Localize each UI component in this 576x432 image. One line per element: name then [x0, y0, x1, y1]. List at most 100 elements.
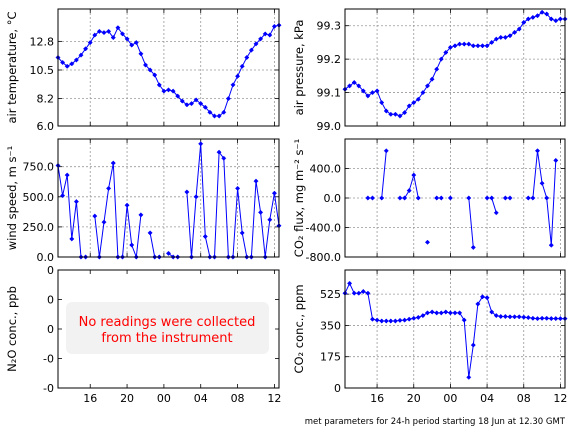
data-point — [179, 98, 185, 104]
data-point — [221, 109, 227, 115]
data-point — [489, 195, 495, 201]
data-point — [170, 88, 176, 94]
data-point — [161, 88, 167, 94]
data-point — [225, 96, 231, 102]
data-point — [521, 19, 527, 25]
x-tick-label: 00 — [157, 392, 171, 405]
data-point — [365, 290, 371, 296]
data-point — [253, 41, 259, 47]
x-tick-label: 16 — [370, 392, 384, 405]
data-point — [521, 314, 527, 320]
data-point — [544, 315, 550, 321]
data-point — [184, 102, 190, 108]
data-point — [379, 100, 385, 106]
data-point — [198, 101, 204, 107]
data-point — [73, 199, 79, 205]
x-tick-label: 20 — [407, 392, 421, 405]
data-point — [365, 195, 371, 201]
data-point — [83, 46, 89, 52]
data-point — [96, 28, 102, 34]
y-tick-label: 99.1 — [317, 87, 342, 100]
x-tick-label: 08 — [517, 392, 531, 405]
data-point — [383, 108, 389, 114]
y-tick-label: 0 — [47, 323, 54, 336]
data-point — [133, 40, 139, 46]
data-point — [356, 83, 362, 89]
data-point — [258, 209, 264, 215]
data-point — [175, 93, 181, 99]
data-point — [420, 90, 426, 96]
y-axis-label: CO₂ conc., ppm — [292, 284, 306, 373]
x-tick-label: 08 — [231, 392, 245, 405]
y-tick-label: 10.5 — [30, 64, 55, 77]
data-point — [267, 32, 273, 38]
data-point — [397, 113, 403, 119]
series-line — [344, 11, 565, 117]
data-point — [92, 213, 98, 219]
data-point — [101, 30, 107, 36]
data-point — [498, 34, 504, 40]
data-point — [239, 63, 245, 69]
data-point — [110, 160, 116, 166]
footer-caption: met parameters for 24-h period starting … — [305, 417, 566, 427]
data-point — [267, 217, 273, 223]
y-axis-label: CO₂ flux, mg m⁻² s⁻¹ — [292, 139, 306, 257]
data-point — [221, 155, 227, 161]
data-point — [124, 36, 130, 42]
data-point — [152, 72, 158, 78]
data-point — [489, 309, 495, 315]
data-point — [507, 314, 513, 320]
data-point — [420, 313, 426, 319]
data-point — [211, 113, 218, 119]
data-point — [512, 314, 518, 320]
data-point — [369, 90, 376, 96]
data-point — [147, 67, 153, 73]
data-point — [434, 195, 440, 201]
data-point — [507, 33, 513, 39]
data-point — [369, 195, 376, 201]
data-point — [106, 185, 112, 191]
data-point — [207, 109, 213, 115]
data-point — [411, 100, 417, 106]
y-tick-label: 250.0 — [23, 221, 55, 234]
data-point — [484, 43, 490, 49]
x-tick-label: 00 — [443, 392, 457, 405]
y-axis-label: wind speed, m s⁻¹ — [5, 146, 19, 250]
y-tick-label: -0 — [43, 382, 54, 395]
x-tick-label: 12 — [267, 392, 281, 405]
data-point — [424, 83, 431, 89]
data-point — [129, 42, 135, 48]
data-point — [530, 195, 536, 201]
axes-frame — [344, 269, 566, 389]
data-point — [452, 43, 458, 49]
data-point — [534, 316, 541, 322]
data-point — [235, 73, 241, 79]
data-point — [402, 110, 408, 116]
data-point — [138, 51, 144, 57]
y-axis-label: air pressure, kPa — [292, 20, 306, 116]
data-point — [434, 310, 440, 316]
y-tick-label: 0.0 — [37, 251, 55, 264]
data-point — [484, 195, 490, 201]
y-tick-label: 6.0 — [37, 120, 55, 133]
data-point — [434, 66, 440, 72]
data-point — [539, 9, 545, 15]
axes-frame — [57, 8, 280, 127]
data-point — [470, 244, 476, 250]
data-point — [347, 83, 353, 89]
series-line — [468, 197, 474, 248]
data-point — [516, 26, 522, 32]
data-point — [156, 82, 162, 88]
panel-4: -800.0 -400.0 0.0 400.0 CO₂ flux, mg m⁻² s⁻¹ — [292, 138, 566, 264]
data-point — [239, 230, 245, 236]
x-tick-label: 04 — [480, 392, 494, 405]
data-point — [553, 157, 559, 163]
y-tick-label: 750.0 — [23, 161, 55, 174]
data-point — [525, 195, 531, 201]
no-data-message-line-2: from the instrument — [101, 331, 232, 346]
y-tick-label: 0 — [47, 294, 54, 307]
data-point — [235, 185, 241, 191]
data-point — [106, 28, 112, 34]
series-line — [400, 174, 419, 199]
